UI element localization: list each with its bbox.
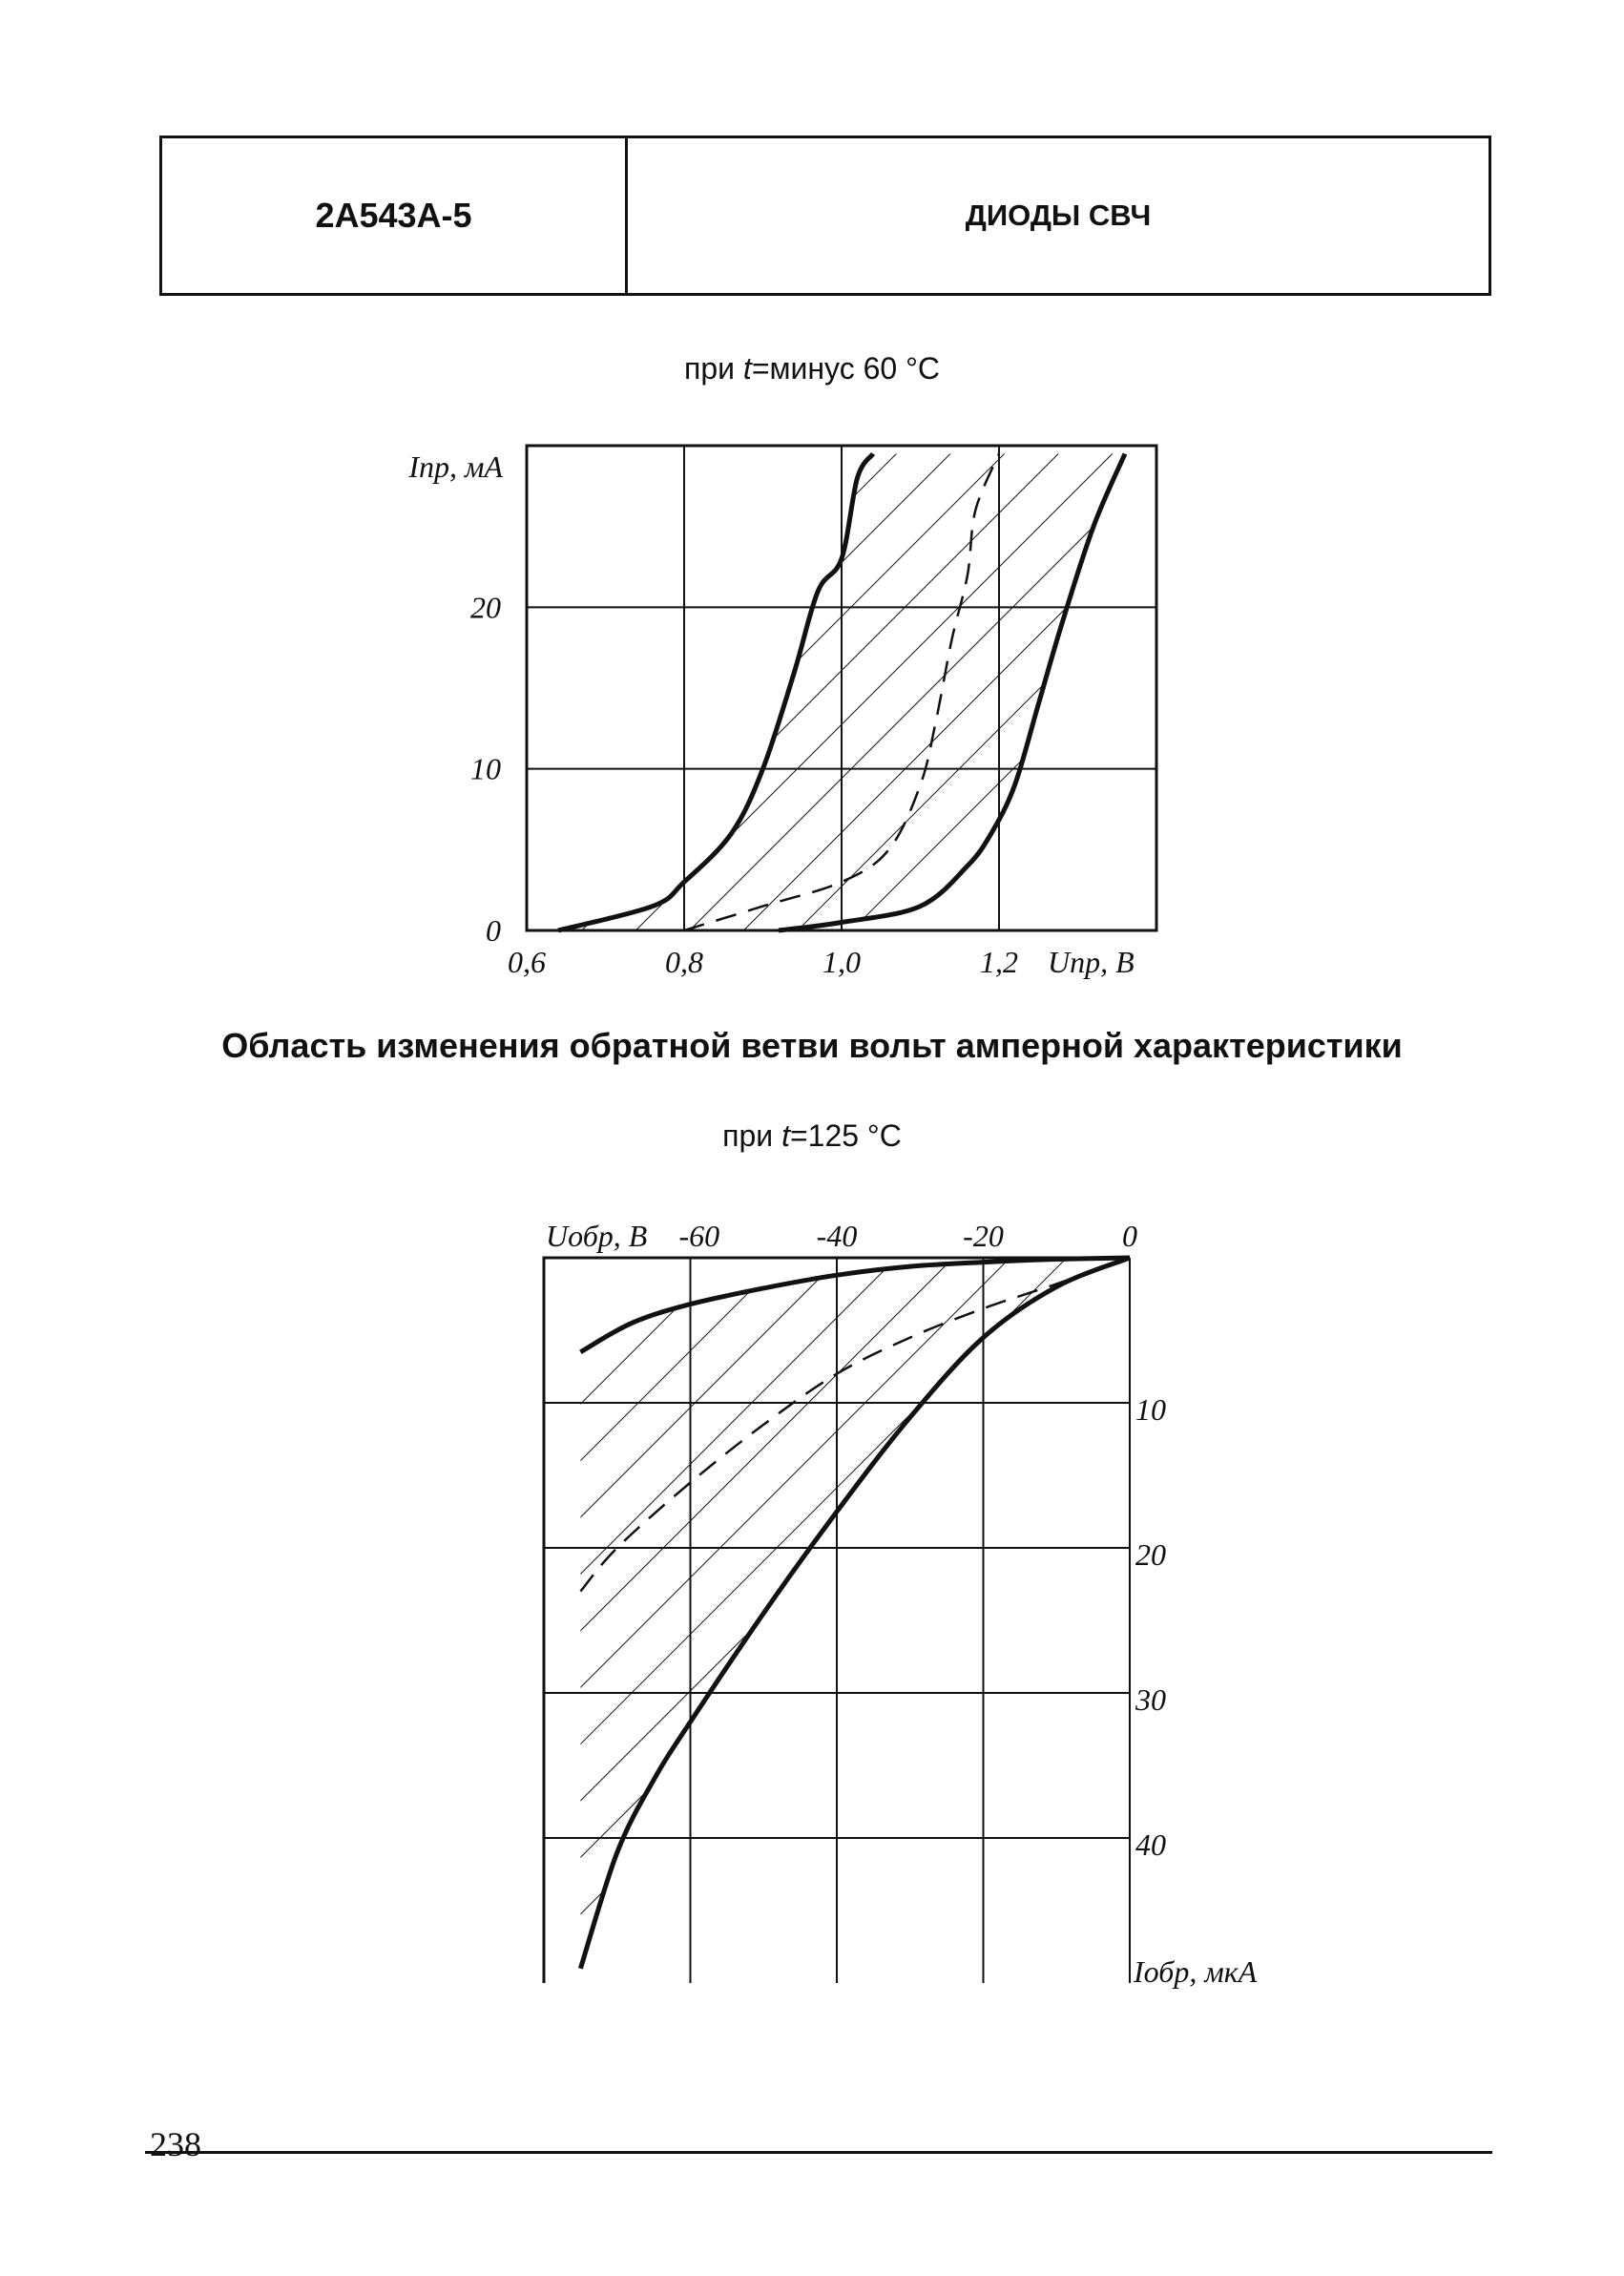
chart1-caption: при t=минус 60 °C xyxy=(684,351,940,386)
header-table: 2А543А-5 ДИОДЫ СВЧ xyxy=(159,136,1491,296)
chart1-series-1 xyxy=(557,451,876,933)
chart1-series-3 xyxy=(778,452,1128,933)
chart1-x-label: Uпр, В xyxy=(1048,945,1135,979)
chart2-y-tick: 10 xyxy=(1135,1392,1166,1427)
part-number: 2А543А-5 xyxy=(162,138,628,293)
chart2-series-1 xyxy=(579,1255,1131,1354)
chart1-y-tick: 0 xyxy=(486,913,501,948)
chart2-series-2 xyxy=(579,1256,1131,1593)
chart2-y-tick: 40 xyxy=(1135,1827,1166,1862)
chart2-caption: при t=125 °C xyxy=(722,1118,902,1153)
chart1-y-tick: 20 xyxy=(470,590,501,624)
chart2-hatched-region xyxy=(580,1258,1130,1969)
chart2-series xyxy=(578,1255,1131,1970)
chart1-x-tick: 1,0 xyxy=(822,945,861,979)
chart2-series-3 xyxy=(578,1255,1131,1970)
chart1-x-tick: 0,6 xyxy=(508,945,546,979)
footer-rule xyxy=(145,2151,1492,2154)
chart2-x-ticks: -60 -40 -20 0 xyxy=(679,1219,1138,1253)
chart1-y-ticks: 0 10 20 xyxy=(470,590,501,948)
chart1-y-label: Iпр, мА xyxy=(407,449,503,484)
chart1-y-tick: 10 xyxy=(470,752,501,786)
chart2-x-label: Uобр, В xyxy=(546,1219,647,1253)
chart1-hatched-region xyxy=(558,453,1125,930)
chart1-x-tick: 1,2 xyxy=(980,945,1018,979)
chart2-y-ticks: 10 20 30 40 xyxy=(1135,1392,1166,1862)
page-number: 238 xyxy=(150,2125,201,2163)
section-title: Область изменения обратной ветви вольт а… xyxy=(221,1026,1403,1065)
chart2-y-tick: 30 xyxy=(1135,1682,1166,1717)
chart2-x-tick: 0 xyxy=(1122,1219,1137,1253)
chart2-x-tick: -40 xyxy=(817,1219,858,1253)
chart2-x-tick: -20 xyxy=(963,1219,1004,1253)
chart2-frame xyxy=(542,1256,1130,1983)
chart2-x-tick: -60 xyxy=(679,1219,720,1253)
chart2-y-label: Iобр, мкА xyxy=(1133,1954,1258,1989)
category-title: ДИОДЫ СВЧ xyxy=(965,198,1152,232)
chart1-x-ticks: 0,6 0,8 1,0 1,2 xyxy=(508,945,1018,979)
chart1-series-2 xyxy=(683,453,1001,932)
chart1-series xyxy=(557,451,1128,933)
chart1-x-tick: 0,8 xyxy=(665,945,703,979)
chart2-y-tick: 20 xyxy=(1135,1537,1166,1572)
